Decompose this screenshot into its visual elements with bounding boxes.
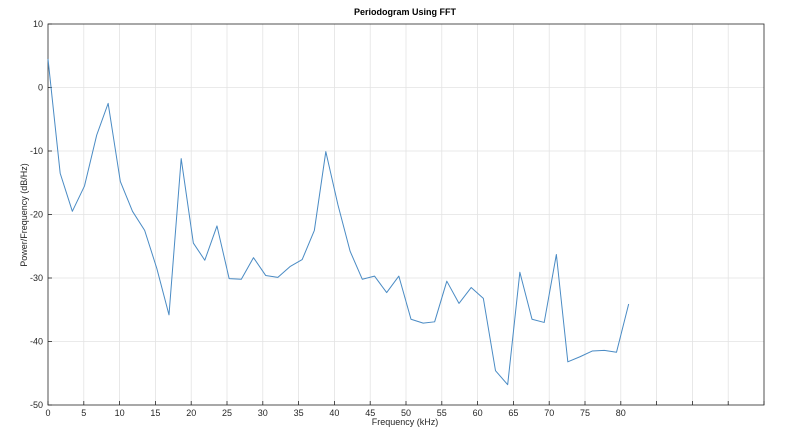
chart-title: Periodogram Using FFT: [354, 7, 457, 17]
x-tick-label: 20: [186, 408, 196, 418]
series-line: [47, 58, 630, 386]
x-tick-label: 45: [365, 408, 375, 418]
y-tick-label: -20: [30, 210, 43, 220]
x-tick-label: 65: [508, 408, 518, 418]
x-tick-label: 50: [401, 408, 411, 418]
y-tick-label: -30: [30, 273, 43, 283]
x-tick-label: 40: [329, 408, 339, 418]
x-tick-label: 25: [222, 408, 232, 418]
x-tick-label: 75: [580, 408, 590, 418]
y-tick-label: -10: [30, 146, 43, 156]
x-tick-label: 55: [437, 408, 447, 418]
y-tick-label: 0: [38, 83, 43, 93]
x-tick-label: 35: [294, 408, 304, 418]
axis-ticks: 0 5 10 15 20 25 30 35 40 45 50 55 60 65 70 75 80 10 0 -10 -2…: [30, 19, 765, 418]
x-tick-label: 10: [115, 408, 125, 418]
y-tick-label: -40: [30, 337, 43, 347]
x-tick-label: 0: [45, 408, 50, 418]
x-tick-label: 70: [544, 408, 554, 418]
x-axis-label: Frequency (kHz): [372, 417, 439, 427]
series-layer: [47, 58, 630, 386]
y-tick-label: 10: [33, 19, 43, 29]
y-tick-label: -50: [30, 400, 43, 410]
x-tick-label: 15: [150, 408, 160, 418]
x-tick-label: 80: [616, 408, 626, 418]
x-tick-label: 5: [81, 408, 86, 418]
grid-lines: [48, 24, 764, 405]
x-tick-label: 60: [473, 408, 483, 418]
y-axis-label: Power/Frequency (dB/Hz): [19, 163, 29, 267]
x-tick-label: 30: [258, 408, 268, 418]
